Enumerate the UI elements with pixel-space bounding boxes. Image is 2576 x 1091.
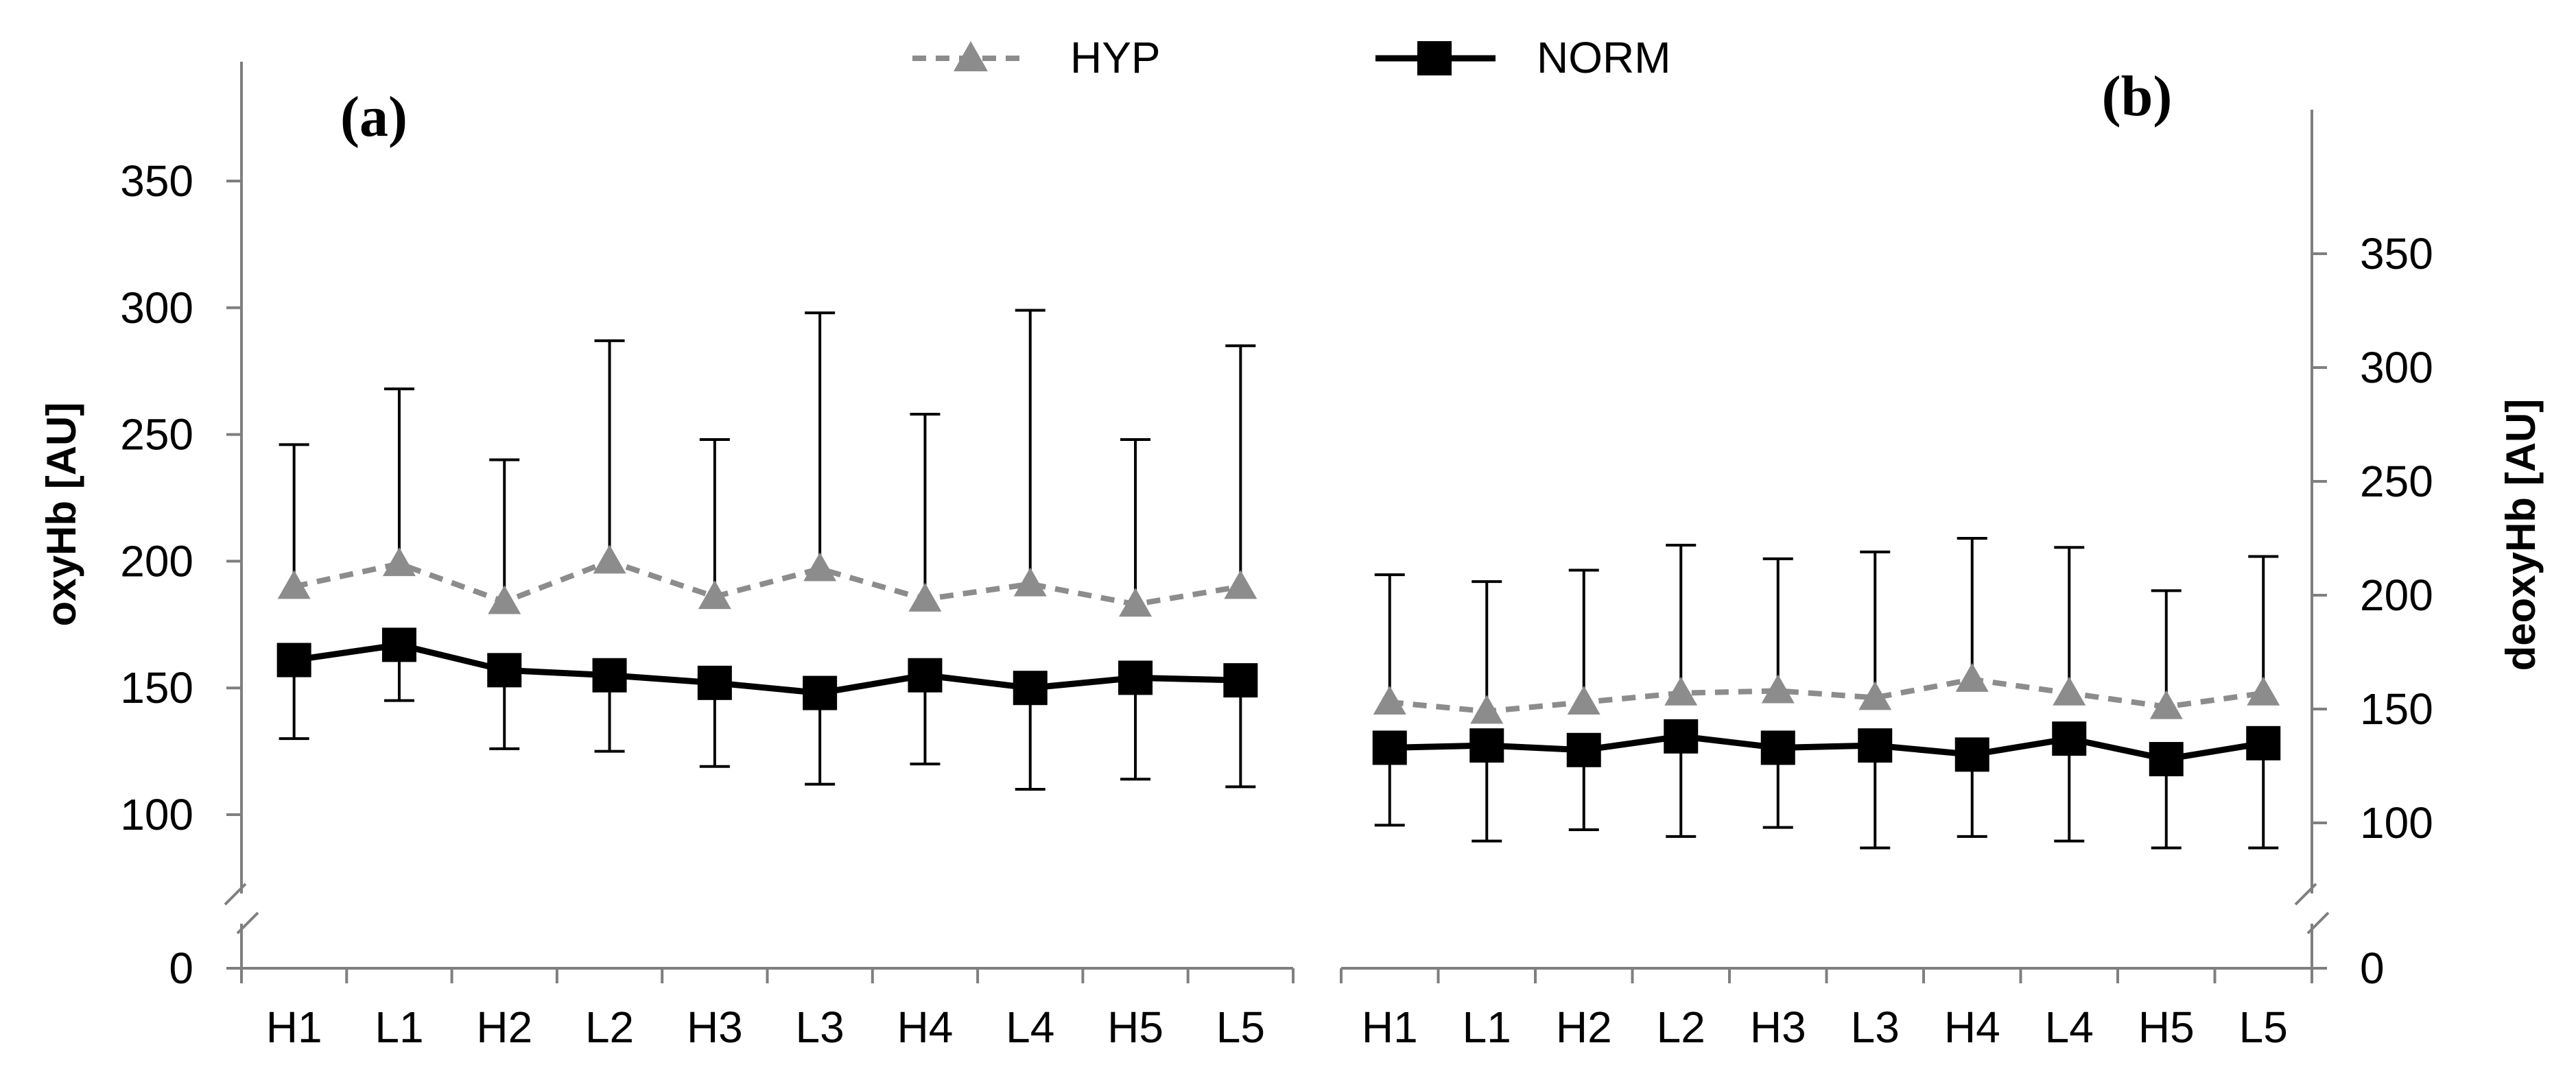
norm-point	[276, 643, 311, 678]
hyp-point	[382, 547, 416, 577]
y-tick-label: 150	[120, 663, 193, 712]
x-tick-label: L4	[1006, 1003, 1054, 1052]
y-axis-title: oxyHb [AU]	[38, 403, 84, 627]
x-tick-label: L3	[796, 1003, 844, 1052]
hyp-point	[1373, 686, 1406, 715]
hyp-point	[1664, 676, 1698, 706]
x-tick-label: L1	[375, 1003, 423, 1052]
norm-point	[381, 627, 416, 662]
norm-point	[1858, 728, 1893, 763]
hyp-point	[1013, 567, 1047, 597]
x-tick-label: H2	[1556, 1003, 1612, 1052]
hyp-series-line	[1389, 676, 2264, 715]
x-tick-label: L3	[1851, 1003, 1900, 1052]
norm-point	[1372, 730, 1407, 765]
y-tick-label: 250	[2360, 457, 2433, 506]
hyp-point	[698, 580, 731, 610]
norm-point	[697, 665, 732, 700]
norm-point	[803, 675, 838, 710]
legend-hyp-marker	[954, 41, 988, 71]
norm-series-line	[1389, 733, 2264, 763]
axis-break-mark	[2294, 883, 2317, 906]
y-tick-label: 100	[2360, 798, 2433, 848]
hyp-point	[2149, 690, 2183, 719]
x-tick-label: H3	[1750, 1003, 1806, 1052]
x-tick-label: H4	[1944, 1003, 2000, 1052]
legend: HYP NORM	[912, 33, 1671, 82]
hyp-series-line	[293, 558, 1242, 608]
x-tick-label: H4	[897, 1003, 954, 1052]
hyp-point	[593, 544, 626, 574]
norm-point	[1223, 663, 1258, 698]
y-tick-label: 0	[2360, 944, 2385, 993]
hyp-point	[908, 582, 942, 612]
hyp-point	[1224, 570, 1257, 599]
hyp-point	[1567, 686, 1600, 715]
hyp-point	[2247, 676, 2280, 706]
x-tick-label: H5	[1107, 1003, 1163, 1052]
norm-point	[1118, 660, 1153, 695]
y-tick-label: 300	[2360, 343, 2433, 392]
hyp-point	[1858, 681, 1892, 710]
norm-point	[908, 658, 943, 693]
y-tick-label: 0	[169, 944, 193, 993]
panel-label: (a)	[340, 85, 407, 149]
hyp-point	[277, 570, 311, 599]
norm-point	[2149, 742, 2184, 777]
norm-point	[592, 658, 627, 693]
x-tick-label: H1	[1362, 1003, 1418, 1052]
x-tick-label: H1	[266, 1003, 322, 1052]
norm-point	[1013, 671, 1048, 706]
x-tick-label: L1	[1463, 1003, 1511, 1052]
axis-break-mark	[224, 883, 247, 906]
y-tick-label: 350	[120, 156, 193, 206]
x-tick-label: L2	[1657, 1003, 1705, 1052]
norm-point	[2246, 726, 2281, 760]
axis-break-mark	[236, 911, 259, 935]
x-tick-label: L4	[2045, 1003, 2094, 1052]
y-tick-label: 150	[2360, 684, 2433, 734]
y-tick-label: 350	[2360, 229, 2433, 278]
x-tick-label: H3	[687, 1003, 743, 1052]
panel-a: 0 100 150 200 250 300 350 H1 L1 H2 L2 H3 L3 H4 L4 H5 L5 o…	[38, 62, 1295, 1052]
legend-norm-label: NORM	[1537, 33, 1671, 82]
norm-point	[1954, 737, 1989, 772]
norm-point	[1664, 719, 1699, 754]
hyp-point	[2053, 676, 2086, 706]
norm-point	[1469, 728, 1504, 763]
norm-point	[487, 653, 522, 688]
x-tick-label: L5	[2239, 1003, 2288, 1052]
hyp-point	[1761, 674, 1795, 704]
hyp-point	[803, 552, 837, 582]
norm-point	[2052, 721, 2087, 756]
legend-hyp-label: HYP	[1070, 33, 1161, 82]
y-tick-label: 200	[120, 536, 193, 586]
x-tick-label: L5	[1216, 1003, 1265, 1052]
x-tick-label: L2	[585, 1003, 634, 1052]
panel-b: 0 100 150 200 250 300 350 H1 L1 H2 L2 H3 L3 H4 L4 H5 L5 d…	[1340, 64, 2544, 1052]
axis-break-mark	[2306, 911, 2330, 935]
y-tick-label: 200	[2360, 571, 2433, 620]
norm-point	[1760, 730, 1795, 765]
legend-norm-marker	[1417, 41, 1452, 75]
y-tick-label: 100	[120, 790, 193, 839]
norm-series-line	[294, 641, 1241, 697]
hyp-point	[1470, 695, 1504, 724]
y-axis-title: deoxyHb [AU]	[2498, 399, 2544, 671]
panel-label: (b)	[2102, 64, 2173, 128]
hyp-point	[1955, 662, 1989, 692]
y-tick-label: 300	[120, 283, 193, 333]
x-tick-label: H2	[476, 1003, 532, 1052]
hyp-point	[488, 585, 521, 614]
hyp-point	[1119, 588, 1153, 617]
x-tick-label: H5	[2138, 1003, 2195, 1052]
norm-point	[1566, 732, 1601, 767]
y-tick-label: 250	[120, 410, 193, 459]
